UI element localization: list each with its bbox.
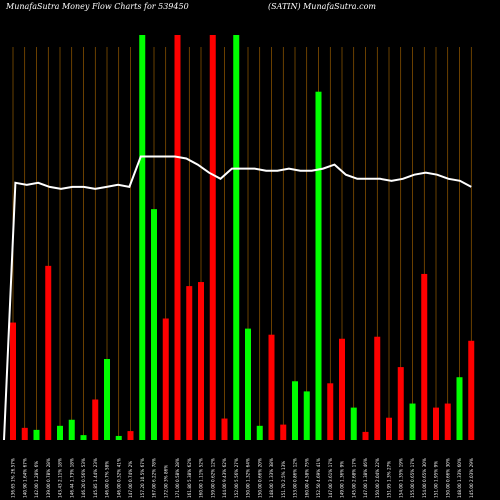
bar [280,424,287,440]
bar [57,425,63,440]
bar [350,407,357,440]
bar [127,431,134,440]
bar [10,322,16,440]
x-tick-label: 150.00 1.32% 64% [246,458,251,498]
x-tick-label: 159.00 0.62% 12% [210,458,215,498]
bar [174,35,181,440]
bar [92,399,99,440]
x-tick-label: 151.00 1.95% 9% [434,461,439,498]
x-tick-label: 154.00 0.65% 30% [422,458,427,498]
x-tick-label: 150.00 0.66% 20% [257,458,262,498]
x-tick-label: 147.00 0.74% 2% [128,461,133,498]
bar [256,425,263,440]
x-tick-label: 150.00 2.04% 22% [375,458,380,498]
bar [104,359,110,440]
x-tick-label: 150.00 0.66% 30% [445,458,450,498]
price-line-series [3,155,472,441]
bar [68,419,75,440]
x-tick-label: 145.00 2.03% 29% [469,458,474,498]
bar [221,418,228,440]
bar [421,273,428,440]
x-tick-label: 152.50 4.69% 41% [316,458,321,498]
bar [21,427,28,440]
x-tick-label: 146.00 0.7% 58% [105,461,110,498]
x-tick-label: 147.00 1.38% 46% [363,458,368,498]
chart-title: MunafaSutra Money Flow Charts for 539450 [5,2,189,11]
x-tick-label: 154.00 1.35% 19% [398,458,403,498]
x-tick-label: 157.20 10.5% 67% [140,458,145,498]
bar [198,282,204,440]
price-line [3,155,472,441]
bar [115,435,122,440]
chart-subtitle: (SATIN) MunafaSutra.com [268,2,376,11]
x-tick-label: 146.44 1.73% 18% [69,458,74,498]
x-tick-label: 145.00 2.68% 17% [351,458,356,498]
bar [456,377,463,440]
bar [233,35,240,440]
bar [327,383,334,440]
x-tick-label: 144.00 9.43% 62% [222,458,227,498]
x-tick-label: 155.00 0.65% 17% [410,458,415,498]
bar [151,209,157,440]
bar [386,417,392,440]
bar [186,286,193,440]
bar [409,403,416,440]
x-tick-label: 143.43 2.11% 18% [58,458,63,498]
bar-series [10,35,475,440]
bar [245,328,251,440]
bar [303,391,310,440]
x-tick-label: 148.00 1.33% 60% [457,458,462,498]
x-tick-label: 140.90 1.64% 67% [22,458,27,498]
x-tick-label: 167.00 6.22% 78% [152,458,157,498]
bar [433,407,439,440]
bar [468,340,475,440]
x-tick-label: 139.00 0.78% 28% [46,458,51,498]
bar [268,334,275,440]
bar [397,367,404,440]
x-tick-label: 160.00 1.11% 52% [199,458,204,498]
x-tick-label: 152.00 5.56% 27% [234,458,239,498]
bar [209,35,216,440]
x-tick-label: 145.85 1.44% 23% [93,458,98,498]
bar [45,265,52,440]
bar [444,403,451,440]
x-tick-label: 161.80 5.38% 62% [187,458,192,498]
x-tick-label: 148.00 1.33% 38% [269,458,274,498]
bar [362,431,369,440]
bar [374,336,381,440]
x-tick-label: 149.00 1.36% 9% [340,461,345,498]
bar [339,338,345,440]
x-tick-label: 136.65 1% 26.57% [11,458,16,498]
bar [292,381,298,440]
x-tick-label: 151.70 2.5% 13% [281,461,286,498]
x-tick-label: 146.20 0.56% 53% [81,458,86,498]
bar [33,429,40,440]
x-tick-label: 171.00 0.58% 28% [175,458,180,498]
x-tick-label: 147.00 3.61% 17% [328,458,333,498]
x-tick-labels: 136.65 1% 26.57% 140.90 1.64% 67% 142.00 1… [11,458,474,498]
x-tick-label: 160.00 4.58% 75% [304,458,309,498]
x-tick-label: 142.00 1.28% 6% [34,461,39,498]
x-tick-label: 151.95 1.3% 27% [387,461,392,498]
bar [162,318,169,440]
bar [80,435,87,440]
x-tick-label: 172.00 3% 86% [163,465,168,498]
bar [315,91,322,440]
x-tick-label: 146.00 0.32% 41% [116,458,121,498]
bar [139,35,146,440]
x-tick-label: 153.00 0.86% 12% [293,458,298,498]
